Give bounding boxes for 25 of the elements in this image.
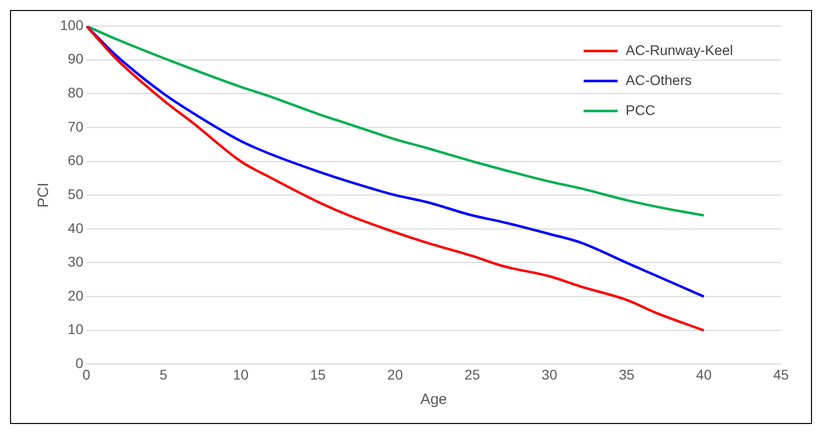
y-tick-label: 100 — [60, 16, 84, 33]
y-tick-label: 30 — [68, 254, 84, 270]
legend-label: AC-Others — [626, 72, 692, 88]
x-tick-label: 40 — [696, 366, 712, 382]
x-tick-label: 20 — [387, 366, 404, 382]
y-tick-label: 10 — [68, 321, 84, 338]
y-tick-label: 40 — [68, 220, 84, 236]
y-tick-label: 70 — [68, 118, 84, 134]
y-axis-title: PCI — [35, 182, 52, 208]
x-tick-label: 30 — [542, 366, 558, 382]
legend-label: AC-Runway-Keel — [626, 42, 734, 58]
x-tick-label: 35 — [618, 366, 635, 382]
y-tick-label: 0 — [76, 355, 84, 372]
y-tick-label: 60 — [68, 152, 84, 168]
y-tick-label: 20 — [68, 287, 84, 304]
y-tick-label: 80 — [68, 84, 84, 100]
y-tick-label: 90 — [68, 50, 84, 67]
x-axis-title: Age — [420, 391, 448, 408]
x-tick-label: 15 — [310, 366, 326, 382]
x-tick-label: 10 — [232, 366, 249, 382]
x-tick-label: 45 — [773, 366, 789, 382]
x-tick-label: 25 — [464, 366, 480, 382]
x-tick-label: 5 — [160, 366, 168, 382]
legend-label: PCC — [626, 102, 656, 118]
y-tick-label: 50 — [68, 186, 84, 202]
